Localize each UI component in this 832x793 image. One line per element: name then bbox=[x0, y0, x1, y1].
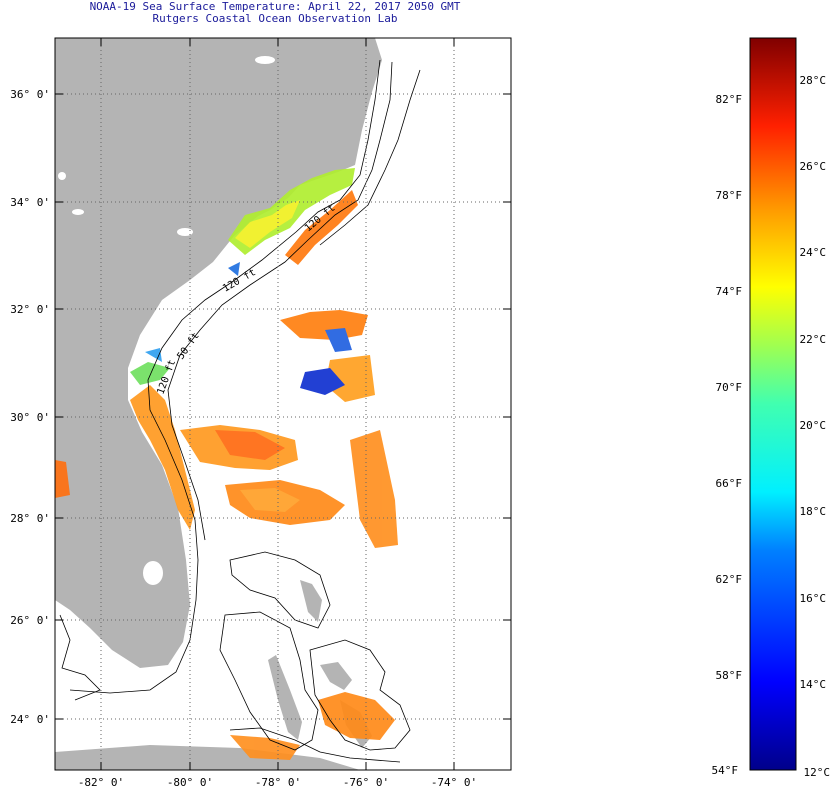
lon-label: -78° 0' bbox=[255, 776, 301, 789]
lat-label: 32° 0' bbox=[10, 303, 50, 316]
lat-label: 24° 0' bbox=[10, 713, 50, 726]
lon-label: -80° 0' bbox=[167, 776, 213, 789]
us-mainland bbox=[55, 38, 382, 668]
colorbar-c-label: 20°C bbox=[800, 419, 827, 432]
lon-label: -82° 0' bbox=[78, 776, 124, 789]
cuba bbox=[55, 745, 360, 770]
colorbar-f-label: 58°F bbox=[716, 669, 743, 682]
lat-label: 28° 0' bbox=[10, 512, 50, 525]
lat-label: 36° 0' bbox=[10, 88, 50, 101]
colorbar bbox=[749, 37, 797, 771]
map-subtitle: Rutgers Coastal Ocean Observation Lab bbox=[152, 12, 398, 25]
isobath-contours bbox=[59, 59, 421, 763]
colorbar-c-label: 28°C bbox=[800, 74, 827, 87]
colorbar-c-label: 26°C bbox=[800, 160, 827, 173]
colorbar-f-label: 70°F bbox=[716, 381, 743, 394]
colorbar-c-label: 16°C bbox=[800, 592, 827, 605]
colorbar-f-label: 74°F bbox=[716, 285, 743, 298]
isobath-label: 120 ft bbox=[221, 267, 258, 295]
graticule bbox=[55, 38, 511, 770]
lon-label: -76° 0' bbox=[343, 776, 389, 789]
colorbar-f-label: 78°F bbox=[716, 189, 743, 202]
lat-label: 34° 0' bbox=[10, 196, 50, 209]
colorbar-c-label: 22°C bbox=[800, 333, 827, 346]
sst-data bbox=[55, 168, 398, 760]
colorbar-c-label: 12°C bbox=[804, 766, 831, 779]
colorbar-f-label: 82°F bbox=[716, 93, 743, 106]
tick-marks bbox=[55, 38, 511, 770]
colorbar-c-label: 24°C bbox=[800, 246, 827, 259]
lat-label: 26° 0' bbox=[10, 614, 50, 627]
lon-label: -74° 0' bbox=[431, 776, 477, 789]
colorbar-f-label: 54°F bbox=[712, 764, 739, 777]
colorbar-c-label: 18°C bbox=[800, 505, 827, 518]
map-title: NOAA-19 Sea Surface Temperature: April 2… bbox=[89, 0, 461, 13]
colorbar-f-label: 62°F bbox=[716, 573, 743, 586]
colorbar-f-label: 66°F bbox=[716, 477, 743, 490]
lat-label: 30° 0' bbox=[10, 411, 50, 424]
map-frame bbox=[54, 37, 512, 771]
isobath-label: 50 ft bbox=[175, 331, 201, 362]
colorbar-c-label: 14°C bbox=[800, 678, 827, 691]
